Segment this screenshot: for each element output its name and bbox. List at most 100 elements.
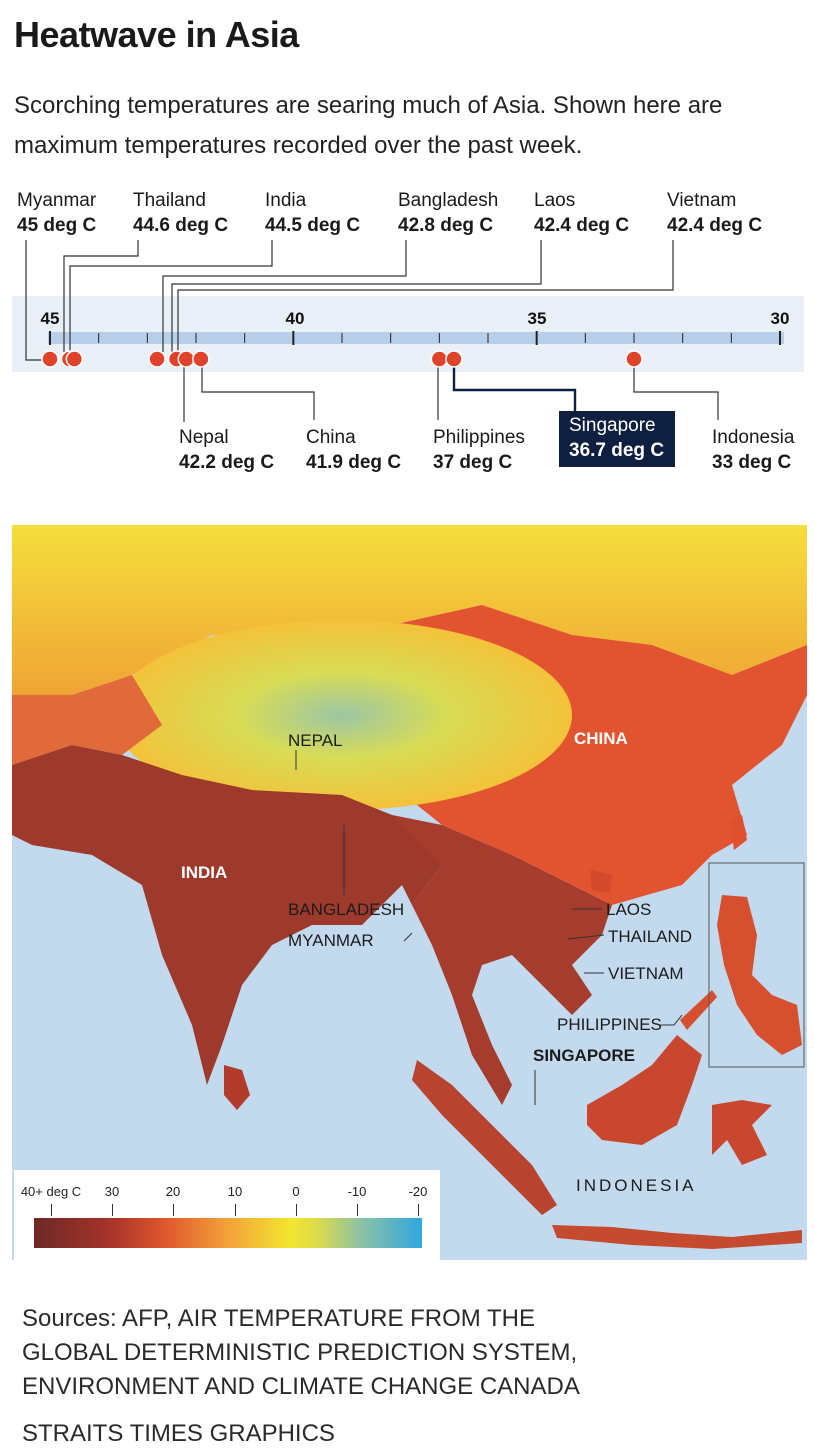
land-java [552,1225,802,1249]
label-indonesia: Indonesia 33 deg C [712,425,794,475]
land-west [12,675,162,765]
label-india: India 44.5 deg C [265,188,360,238]
legend-tick-mark [173,1204,174,1216]
connector-singapore [452,366,577,412]
temp-dot-bangladesh [148,350,166,368]
land-sulawesi [712,1100,772,1165]
connector-indonesia [633,366,719,420]
label-country: Singapore [569,415,656,436]
temp-dot-china [192,350,210,368]
plateau [112,620,572,810]
scale-bar [48,332,784,344]
legend-tick: -20 [408,1184,428,1199]
land-indochina [392,815,612,1105]
label-laos: Laos 42.4 deg C [534,188,629,238]
label-nepal: Nepal 42.2 deg C [179,425,274,475]
label-value: 42.4 deg C [534,215,630,236]
leader-myanmar [403,932,413,942]
graphics-credit: STRAITS TIMES GRAPHICS [22,1420,335,1447]
map-label-china: CHINA [574,729,628,748]
color-legend: 40+ deg C 30 20 10 0 -10 -20 [14,1170,440,1262]
label-value: 42.2 deg C [179,452,275,473]
subtitle: Scorching temperatures are searing much … [14,92,723,159]
label-country: Nepal [179,427,229,448]
legend-color-bar [34,1218,422,1248]
map-label-thailand: THAILAND [608,927,693,946]
leader-philippines [660,1014,683,1026]
land-sri-lanka [224,1065,250,1110]
scale-tick-label: 45 [41,309,60,328]
label-country: India [265,190,307,211]
land-borneo [587,1035,702,1145]
label-philippines: Philippines 37 deg C [433,425,525,475]
scale-tick-label: 35 [528,309,547,328]
legend-tick-mark [357,1204,358,1216]
connector-laos [171,240,542,352]
land-philippines [717,895,802,1055]
legend-tick-mark [418,1204,419,1216]
land-north [12,525,807,695]
legend-tick-mark [112,1204,113,1216]
legend-tick: 10 [227,1184,243,1199]
map-label-india: INDIA [181,863,228,882]
connector-bangladesh [162,240,407,352]
label-value: 37 deg C [433,452,513,473]
connector-thailand [63,240,139,352]
legend-tick: 0 [292,1184,300,1199]
temp-dot-indonesia [625,350,643,368]
legend-tick: 30 [104,1184,120,1199]
page-title: Heatwave in Asia [14,14,299,55]
philippines-box [708,862,805,1068]
label-country: Vietnam [667,190,737,211]
map-label-laos: LAOS [606,900,652,919]
map-label-indonesia: INDONESIA [576,1176,697,1195]
scale-ticks [49,331,781,345]
label-country: Thailand [133,190,206,211]
legend-tick-mark [235,1204,236,1216]
map-label-nepal: NEPAL [288,731,343,750]
label-value: 42.4 deg C [667,215,763,236]
land-sumatra [412,1060,557,1215]
connector-china [201,366,315,420]
land-taiwan [730,815,747,850]
sources-line: Sources: AFP, AIR TEMPERATURE FROM THE [22,1305,536,1332]
legend-tick-mark [51,1204,52,1216]
label-china: China 41.9 deg C [306,425,401,475]
land-india [12,745,442,1085]
label-value: 36.7 deg C [569,440,665,461]
label-value: 45 deg C [17,215,97,236]
label-value: 41.9 deg C [306,452,402,473]
map-label-bangladesh: BANGLADESH [288,900,405,919]
label-value: 44.5 deg C [265,215,361,236]
leader-thailand [567,934,605,940]
sources-line: ENVIRONMENT AND CLIMATE CHANGE CANADA [22,1373,580,1400]
connector-myanmar [25,240,44,361]
label-value: 44.6 deg C [133,215,229,236]
legend-tick: 20 [165,1184,181,1199]
scale-tick-label: 30 [771,309,790,328]
map-label-vietnam: VIETNAM [608,964,684,983]
scale-dots [41,350,643,368]
map-label-philippines: PHILIPPINES [557,1015,662,1034]
label-thailand: Thailand 44.6 deg C [133,188,228,238]
label-value: 42.8 deg C [398,215,494,236]
label-value: 33 deg C [712,452,792,473]
temp-dot-philippines [430,350,449,368]
scale-tick-label: 40 [286,309,305,328]
legend-tick: -10 [347,1184,367,1199]
heat-map [12,525,807,1260]
label-singapore: Singapore 36.7 deg C [559,411,676,467]
label-country: Myanmar [17,190,97,211]
label-country: China [306,427,356,448]
label-myanmar: Myanmar 45 deg C [17,188,96,238]
label-vietnam: Vietnam 42.4 deg C [667,188,762,238]
label-country: Laos [534,190,576,211]
label-country: Bangladesh [398,190,499,211]
temp-dot-singapore [445,350,463,368]
label-bangladesh: Bangladesh 42.8 deg C [398,188,498,238]
label-country: Philippines [433,427,525,448]
temp-dot-india [65,350,84,368]
land-palawan [680,990,717,1030]
legend-tick-mark [296,1204,297,1216]
temperature-scale: 45 40 35 30 [12,240,804,422]
